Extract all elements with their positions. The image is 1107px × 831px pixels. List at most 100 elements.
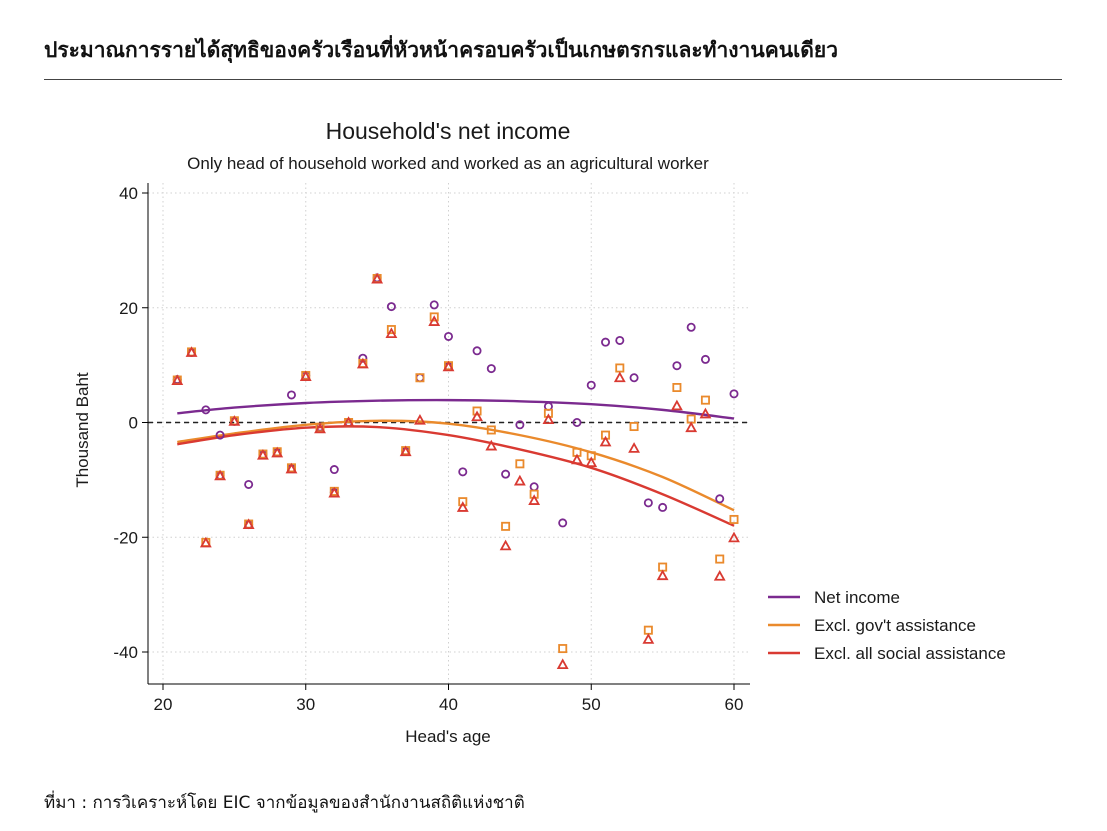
excl-all-assistance-point [670, 399, 683, 411]
net-income-point [658, 502, 668, 512]
x-tick-label: 20 [154, 695, 173, 714]
x-tick-label: 30 [296, 695, 315, 714]
net-income-point [358, 353, 368, 363]
excl-gov-assistance-point [386, 325, 396, 335]
excl-all-assistance-point [185, 346, 198, 357]
excl-all-assistance-point [713, 570, 726, 581]
title-divider [44, 79, 1062, 80]
excl-all-assistance-point [285, 462, 298, 474]
excl-all-assistance-point [299, 370, 312, 382]
excl-gov-assistance-point [501, 521, 511, 531]
excl-gov-assistance-point [700, 395, 710, 405]
net-income-fit-line [177, 398, 735, 420]
excl-all-assistance-point [599, 435, 612, 447]
x-axis-label: Head's age [405, 727, 490, 746]
excl-gov-assistance-point [715, 554, 725, 564]
net-income-point [415, 373, 425, 383]
excl-all-assistance-point [171, 374, 184, 386]
excl-all-assistance-point [242, 518, 255, 530]
excl-all-assistance-point [428, 315, 441, 326]
page-title: ประมาณการรายได้สุทธิของครัวเรือนที่หัวหน… [44, 38, 839, 62]
excl-all-assistance-point [414, 413, 426, 425]
excl-gov-assistance-point [729, 514, 739, 524]
excl-all-assistance-point [542, 413, 555, 425]
legend: Net income Excl. gov't assistance Excl. al… [768, 588, 1006, 663]
y-tick-label: 40 [119, 184, 138, 203]
chart-title: Household's net income [326, 118, 571, 144]
x-tick-label: 40 [439, 695, 458, 714]
net-income-point [529, 482, 539, 492]
data-points [171, 272, 740, 670]
excl-gov-assistance-point [415, 373, 425, 383]
excl-gov-assistance-point [486, 425, 496, 435]
excl-all-assistance-point [399, 445, 412, 457]
excl-gov-assistance-point [458, 497, 468, 507]
legend-label: Excl. gov't assistance [814, 616, 976, 635]
excl-gov-assistance-point [615, 363, 625, 373]
excl-all-assistance-point [256, 448, 269, 460]
x-tick-label: 50 [582, 695, 601, 714]
legend-item-net-income: Net income [768, 588, 900, 607]
net-income-point [558, 518, 568, 528]
net-income-point [386, 302, 396, 312]
excl-all-assistance-point [314, 422, 326, 434]
net-income-point [286, 390, 296, 400]
net-income-point [472, 346, 482, 356]
y-tick-label: -20 [113, 528, 138, 547]
excl-all-assistance-point [728, 531, 740, 543]
excl-gov-assistance-point [472, 406, 482, 416]
excl-all-assistance-point [699, 407, 712, 419]
excl-gov-assistance-point [643, 625, 653, 635]
excl-all-assistance-point [199, 536, 212, 548]
net-income-point [700, 354, 710, 364]
source-note: ที่มา : การวิเคราะห์โดย EIC จากข้อมูลของ… [44, 793, 525, 813]
excl-all-assistance-point [385, 327, 398, 338]
net-income-point [486, 364, 496, 374]
excl-all-assistance-point [485, 439, 498, 451]
net-income-point [201, 405, 211, 415]
legend-item-excl-gov-assistance: Excl. gov't assistance [768, 616, 976, 635]
net-income-point [215, 430, 225, 440]
chart-subtitle: Only head of household worked and worked… [187, 154, 709, 173]
excl-all-assistance-point [371, 272, 384, 284]
excl-all-assistance-point [585, 456, 598, 468]
net-income-point [672, 361, 682, 371]
net-income-point [643, 498, 653, 508]
legend-item-excl-all-assistance: Excl. all social assistance [768, 644, 1006, 663]
excl-all-assistance-point [471, 410, 483, 422]
net-income-point [443, 331, 453, 341]
excl-all-assistance-point [214, 469, 227, 481]
net-income-point [501, 469, 511, 479]
excl-all-assistance-point [499, 539, 512, 551]
y-axis-label: Thousand Baht [73, 372, 92, 488]
net-income-point [601, 337, 611, 347]
net-income-point [615, 335, 625, 345]
excl-all-assistance-point [556, 658, 569, 670]
net-income-point [244, 479, 254, 489]
y-tick-label: -40 [113, 643, 138, 662]
net-income-point [629, 373, 639, 383]
y-tick-label: 0 [129, 414, 138, 433]
net-income-point [429, 300, 439, 310]
excl-gov-assistance-point [429, 312, 439, 322]
excl-gov-assistance-fit-line [177, 419, 735, 512]
excl-gov-assistance-point [558, 644, 568, 654]
excl-gov-assistance-point [515, 459, 525, 469]
excl-all-assistance-fit-line [177, 425, 735, 527]
net-income-point [729, 389, 739, 399]
net-income-point [715, 494, 725, 504]
excl-gov-assistance-point [672, 383, 682, 393]
excl-all-assistance-point [513, 474, 526, 486]
excl-all-assistance-point [571, 453, 583, 465]
excl-all-assistance-point [685, 421, 698, 433]
excl-all-assistance-point [656, 569, 669, 581]
x-tick-label: 60 [725, 695, 744, 714]
net-income-point [586, 380, 596, 390]
excl-all-assistance-point [642, 633, 655, 644]
excl-all-assistance-point [613, 371, 626, 383]
excl-all-assistance-point [342, 416, 355, 427]
excl-all-assistance-point [328, 486, 341, 498]
excl-all-assistance-point [628, 442, 641, 453]
net-income-point [686, 322, 696, 332]
